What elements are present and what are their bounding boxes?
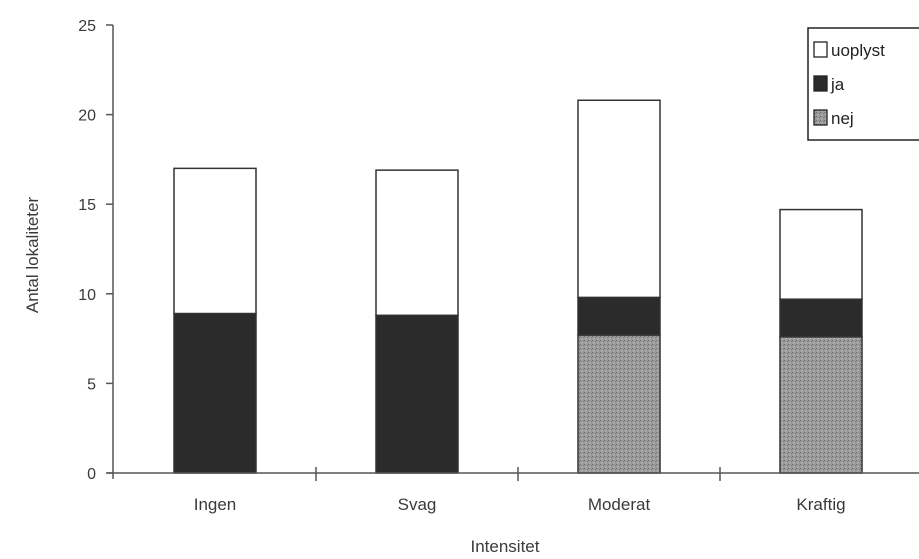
y-tick-label-10: 10: [78, 287, 96, 304]
y-tick-label-25: 25: [78, 18, 96, 35]
y-tick-label-0: 0: [87, 466, 96, 483]
x-axis-title: Intensitet: [471, 537, 540, 556]
legend: uoplyst ja nej: [807, 27, 919, 141]
bar-ja-moderat: [577, 296, 661, 336]
legend-label-nej: nej: [831, 109, 854, 128]
bar-nej-moderat: [577, 334, 661, 474]
bar-uoplyst-moderat: [577, 99, 661, 299]
x-tick-label-moderat: Moderat: [588, 495, 651, 514]
legend-swatch-uoplyst: [813, 41, 828, 58]
y-axis-title: Antal lokaliteter: [23, 197, 42, 314]
legend-label-ja: ja: [830, 75, 845, 94]
y-tick-label-5: 5: [87, 376, 96, 393]
bars-layer: [173, 99, 863, 474]
legend-swatch-ja: [813, 75, 828, 92]
y-tick-label-20: 20: [78, 108, 96, 125]
x-tick-label-svag: Svag: [398, 495, 437, 514]
bar-uoplyst-svag: [375, 169, 459, 317]
axes-layer: 0 5 10 15 20 25 Ingen Svag Moderat Kraftig: [78, 18, 919, 514]
bar-ja-svag: [375, 314, 459, 474]
x-tick-label-ingen: Ingen: [194, 495, 237, 514]
bar-ja-ingen: [173, 312, 257, 474]
x-tick-label-kraftig: Kraftig: [796, 495, 845, 514]
bar-nej-kraftig: [779, 336, 863, 474]
legend-swatch-nej: [813, 109, 828, 126]
bar-uoplyst-ingen: [173, 167, 257, 315]
bar-uoplyst-kraftig: [779, 208, 863, 300]
legend-label-uoplyst: uoplyst: [831, 41, 885, 60]
y-tick-label-15: 15: [78, 197, 96, 214]
bar-ja-kraftig: [779, 298, 863, 338]
